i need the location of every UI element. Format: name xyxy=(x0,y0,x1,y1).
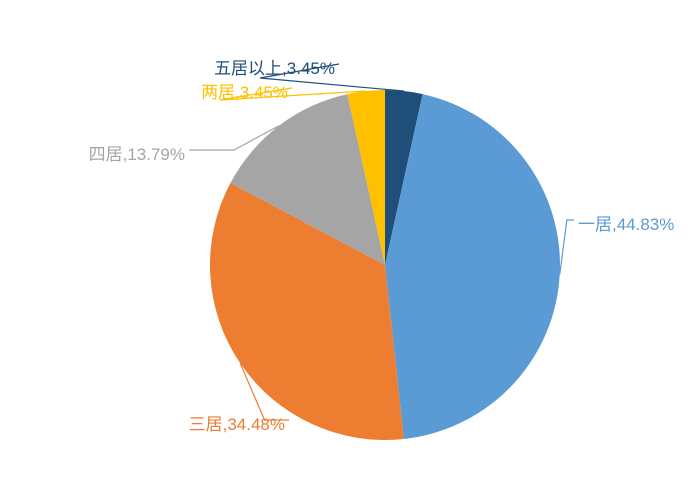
pie-chart-container: 五居以上,3.45% 一居,44.83% 三居,34.48% 四居,13.79% 两居,… xyxy=(0,0,700,500)
slice-label: 一居,44.83% xyxy=(578,210,674,235)
slice-label: 四居,13.79% xyxy=(89,140,185,165)
leader-line xyxy=(560,220,574,275)
slice-label: 三居,34.48% xyxy=(189,410,285,435)
pie-slice xyxy=(385,94,560,439)
pie-chart xyxy=(210,90,560,440)
slice-label: 两居,3.45% xyxy=(201,78,288,103)
slice-label: 五居以上,3.45% xyxy=(214,54,335,79)
